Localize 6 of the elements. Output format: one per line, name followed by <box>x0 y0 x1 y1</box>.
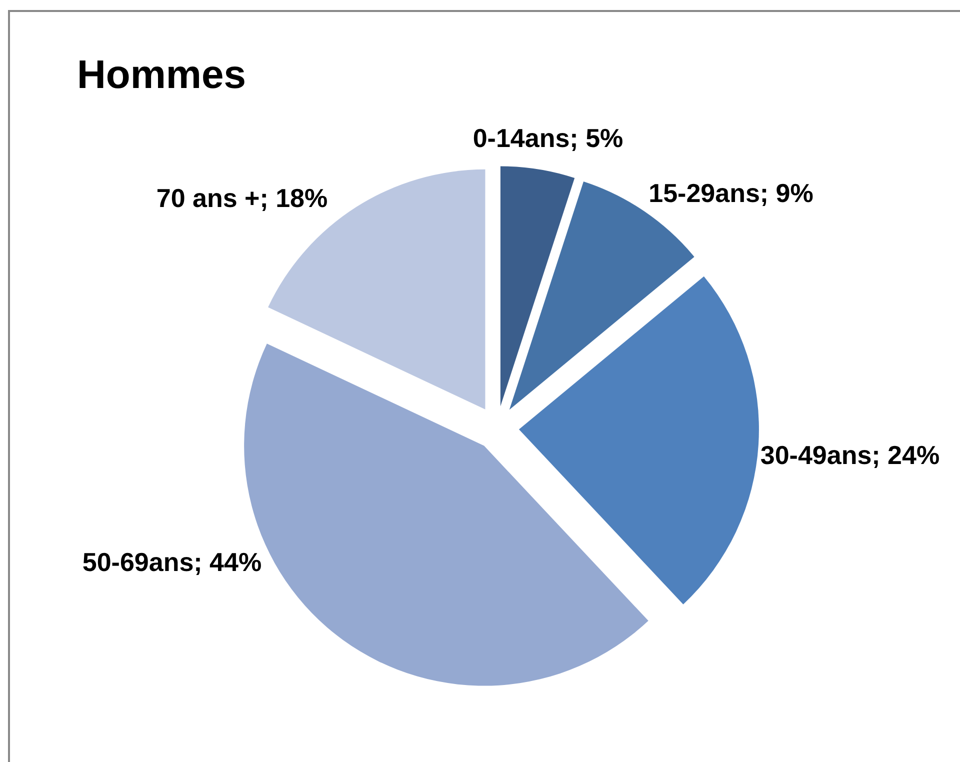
slice-label: 0-14ans; 5% <box>472 123 624 153</box>
slice-label: 50-69ans; 44% <box>82 547 262 577</box>
chart-title: Hommes <box>77 53 246 97</box>
slice-label: 30-49ans; 24% <box>760 440 940 470</box>
slice-label: 15-29ans; 9% <box>648 178 814 208</box>
slice-label: 70 ans +; 18% <box>156 183 328 213</box>
